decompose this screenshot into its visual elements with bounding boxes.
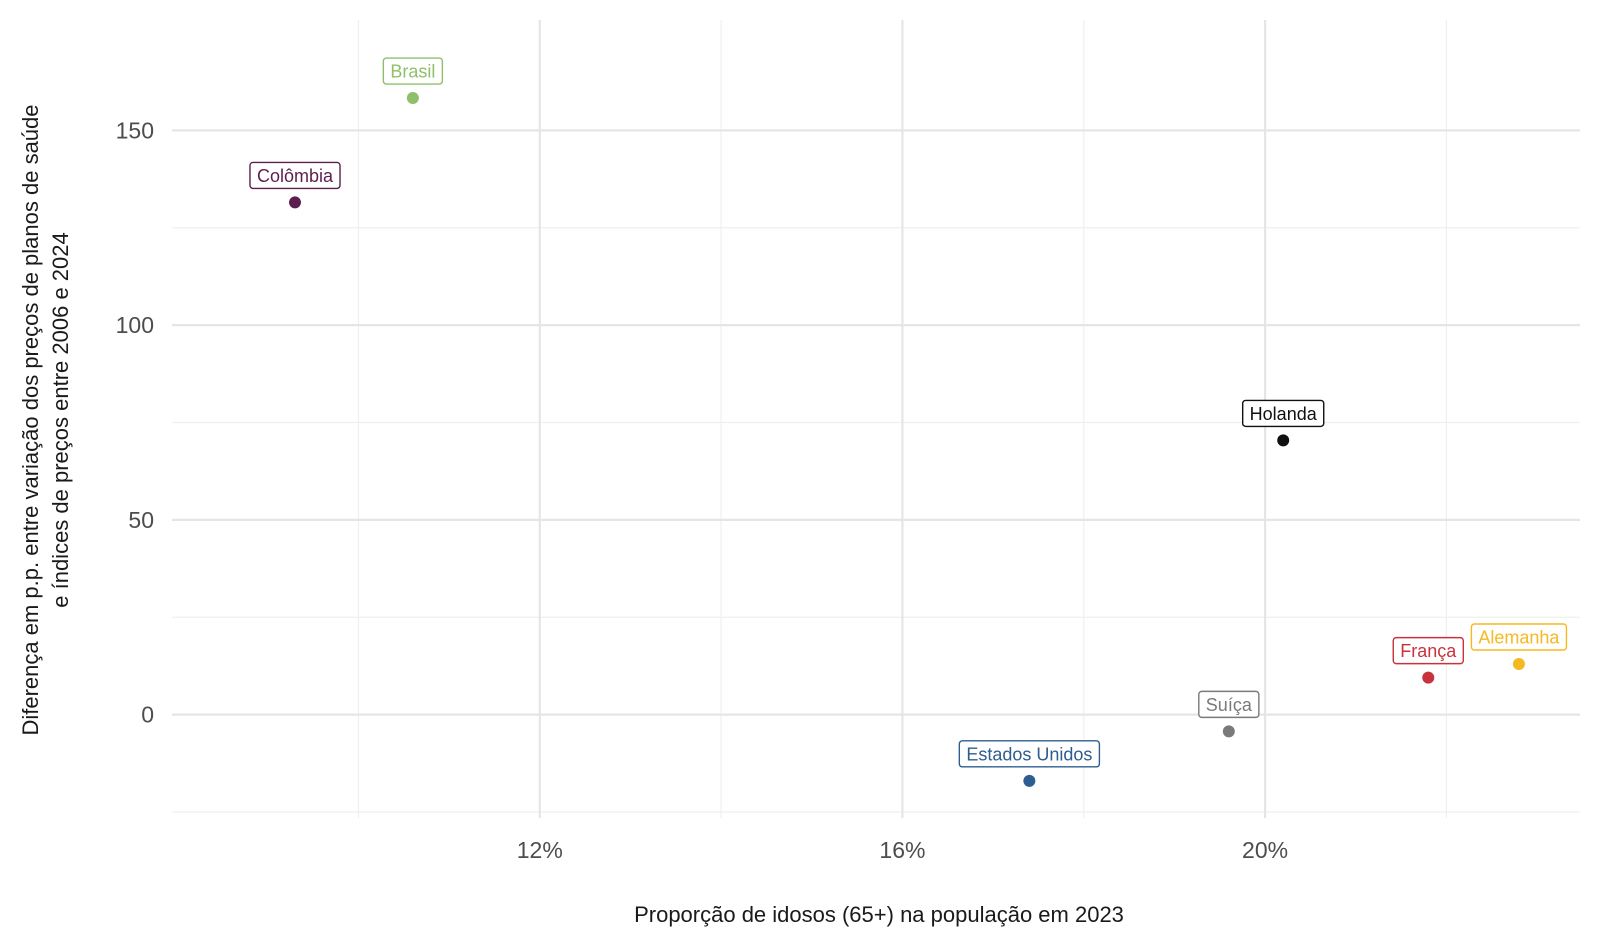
point-label-box xyxy=(1470,623,1568,651)
point-label: Alemanha xyxy=(1478,627,1560,647)
point-label: Estados Unidos xyxy=(966,744,1092,764)
x-tick-label: 20% xyxy=(1242,837,1288,863)
point-label-box xyxy=(382,57,444,85)
point-label: França xyxy=(1400,641,1457,661)
point-label-box xyxy=(958,740,1101,768)
point-estados-unidos: Estados Unidos xyxy=(958,740,1101,787)
y-axis-title-line-2: e índices de preços entre 2006 e 2024 xyxy=(48,232,73,608)
point-label: Colômbia xyxy=(257,166,334,186)
y-tick-label: 150 xyxy=(116,117,154,143)
y-tick-label: 100 xyxy=(116,312,154,338)
data-points: Colômbia Brasil Estados Unidos Suíça Holanda… xyxy=(249,57,1568,787)
point-colombia: Colômbia xyxy=(249,161,341,209)
x-tick-label: 16% xyxy=(879,837,925,863)
point-label-box xyxy=(249,161,341,190)
point-marker xyxy=(1512,657,1525,670)
y-axis-title-line-1: Diferença em p.p. entre variação dos pre… xyxy=(18,104,43,735)
point-alemanha: Alemanha xyxy=(1470,623,1568,670)
y-tick-label: 0 xyxy=(141,702,154,728)
point-marker xyxy=(289,196,301,209)
point-label: Holanda xyxy=(1250,404,1318,424)
point-label: Brasil xyxy=(390,62,435,82)
point-holanda: Holanda xyxy=(1241,399,1325,447)
x-axis-title: Proporção de idosos (65+) na população e… xyxy=(634,902,1124,927)
x-axis-ticks: 12% 16% 20% xyxy=(517,837,1288,863)
point-marker xyxy=(1422,671,1435,684)
y-axis-ticks: 0 50 100 150 xyxy=(116,117,154,727)
point-brasil: Brasil xyxy=(382,57,444,105)
point-label-box xyxy=(1241,399,1325,428)
point-label-box xyxy=(1392,636,1464,665)
point-marker xyxy=(1023,774,1036,787)
y-tick-label: 50 xyxy=(128,507,154,533)
y-axis-title: Diferença em p.p. entre variação dos pre… xyxy=(18,104,73,735)
point-marker xyxy=(1222,725,1235,738)
point-marker xyxy=(1277,434,1290,447)
point-marker xyxy=(406,92,419,105)
point-label: Suíça xyxy=(1206,695,1253,715)
point-suica: Suíça xyxy=(1198,690,1260,738)
x-tick-label: 12% xyxy=(517,837,563,863)
point-franca: França xyxy=(1392,636,1464,684)
grid xyxy=(172,20,1580,818)
point-label-box xyxy=(1198,690,1260,719)
